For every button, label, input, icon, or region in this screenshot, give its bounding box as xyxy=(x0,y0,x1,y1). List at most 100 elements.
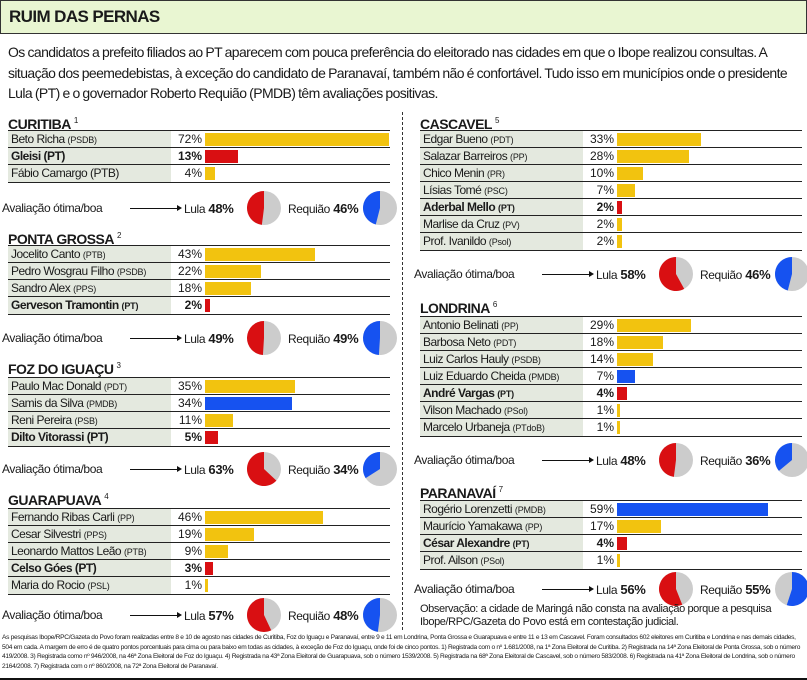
candidate-row: Beto Richa (PSDB) 72% xyxy=(8,130,390,148)
requiao-value: 49% xyxy=(329,331,359,346)
candidate-label: Fábio Camargo (PTB) xyxy=(11,166,119,180)
candidate-party: (PT) xyxy=(512,539,530,549)
candidate-bar xyxy=(205,299,211,312)
lula-pie-chart xyxy=(659,572,693,606)
candidate-party: (PP) xyxy=(510,152,528,162)
city-title: LONDRINA 6 xyxy=(420,300,497,316)
candidate-party: (PPS) xyxy=(73,284,97,294)
evaluation-label: Avaliação ótima/boa xyxy=(2,331,103,345)
candidate-label: Celso Góes (PT) xyxy=(11,561,97,575)
candidate-bar xyxy=(617,404,620,417)
candidate-name: Prof. Ailson (PSol) xyxy=(420,552,583,569)
candidate-party: (PR) xyxy=(487,169,505,179)
candidate-bar xyxy=(617,319,692,332)
candidate-name: Luiz Eduardo Cheida (PMDB) xyxy=(420,368,583,385)
candidate-row: Celso Góes (PT) 3% xyxy=(8,559,390,577)
city-title: FOZ DO IGUAÇU 3 xyxy=(8,361,121,377)
lula-pie-chart xyxy=(247,321,281,355)
candidate-party: (PSB) xyxy=(74,416,98,426)
candidate-label: Rogério Lorenzetti xyxy=(423,502,513,516)
pie-slice xyxy=(362,598,380,632)
candidate-row: Gerveson Tramontin (PT) 2% xyxy=(8,296,390,315)
candidate-percent: 2% xyxy=(596,217,614,231)
arrow-icon xyxy=(542,586,594,592)
candidate-percent: 72% xyxy=(177,132,202,146)
candidate-party: (PT) xyxy=(497,389,514,399)
requiao-label: Requião xyxy=(288,609,330,623)
candidate-party: (PSDB) xyxy=(67,135,98,145)
requiao-pie-chart xyxy=(775,443,807,477)
requiao-rating: Requião 46% xyxy=(700,267,771,282)
lula-value: 63% xyxy=(205,462,234,477)
pie-slice xyxy=(246,191,264,225)
candidate-row: Samis da Silva (PMDB) 34% xyxy=(8,394,390,412)
candidate-bar xyxy=(205,248,316,261)
evaluation-label: Avaliação ótima/boa xyxy=(2,201,103,215)
requiao-label: Requião xyxy=(288,463,330,477)
candidate-party: (PTB) xyxy=(123,547,147,557)
candidate-bar xyxy=(617,520,661,533)
candidate-percent: 18% xyxy=(589,335,614,349)
header-bar: RUIM DAS PERNAS xyxy=(0,0,807,34)
candidate-name: Gerveson Tramontin (PT) xyxy=(8,297,171,314)
candidate-name: André Vargas (PT) xyxy=(420,385,583,402)
candidate-bar xyxy=(617,201,623,214)
lula-pie-chart xyxy=(659,443,693,477)
candidate-name: Jocelito Canto (PTB) xyxy=(8,246,171,263)
candidate-percent: 28% xyxy=(589,149,614,163)
candidate-row: Lísias Tomé (PSC) 7% xyxy=(420,181,802,199)
candidate-row: Fábio Camargo (PTB) 4% xyxy=(8,164,390,183)
pie-slice xyxy=(247,452,277,486)
evaluation-label: Avaliação ótima/boa xyxy=(414,453,515,467)
candidate-row: Luiz Carlos Hauly (PSDB) 14% xyxy=(420,350,802,368)
lula-value: 48% xyxy=(617,453,646,468)
candidate-party: (PSC) xyxy=(484,186,508,196)
candidate-row: Reni Pereira (PSB) 11% xyxy=(8,411,390,429)
pie-slice xyxy=(363,452,380,479)
lula-rating: Lula 63% xyxy=(184,462,234,477)
candidate-percent: 1% xyxy=(596,553,614,567)
lula-label: Lula xyxy=(184,609,206,623)
candidate-row: Cesar Silvestri (PPS) 19% xyxy=(8,525,390,543)
candidate-row: Aderbal Mello (PT) 2% xyxy=(420,198,802,216)
candidate-name: Reni Pereira (PSB) xyxy=(8,412,171,429)
candidate-bar xyxy=(617,133,702,146)
candidate-party: (PV) xyxy=(502,220,520,230)
candidate-percent: 13% xyxy=(177,149,202,163)
candidate-label: Jocelito Canto xyxy=(11,247,81,261)
intro-text: Os candidatos a prefeito filiados ao PT … xyxy=(8,44,788,101)
candidate-label: Dilto Vitorassi (PT) xyxy=(11,430,109,444)
candidate-row: Leonardo Mattos Leão (PTB) 9% xyxy=(8,542,390,560)
candidate-name: Fábio Camargo (PTB) xyxy=(8,165,171,182)
candidate-label: Prof. Ailson xyxy=(423,553,478,567)
candidate-bar xyxy=(617,370,635,383)
candidate-party: (PP) xyxy=(524,522,543,532)
footnote-ref: 5 xyxy=(494,116,499,125)
candidate-row: Paulo Mac Donald (PDT) 35% xyxy=(8,377,390,395)
candidate-bar xyxy=(617,353,653,366)
requiao-pie-chart xyxy=(775,257,807,291)
candidate-row: Pedro Wosgrau Filho (PSDB) 22% xyxy=(8,262,390,280)
city-name: CASCAVEL xyxy=(420,116,492,132)
candidate-name: Fernando Ribas Carli (PP) xyxy=(8,509,171,526)
candidate-percent: 35% xyxy=(177,379,202,393)
candidate-percent: 1% xyxy=(184,578,202,592)
city-name: LONDRINA xyxy=(420,300,490,316)
candidate-label: Antonio Belinati xyxy=(423,318,499,332)
city-name: CURITIBA xyxy=(8,116,71,132)
requiao-rating: Requião 49% xyxy=(288,331,359,346)
lula-value: 48% xyxy=(205,201,234,216)
evaluation-row: Avaliação ótima/boa Lula 49% Requião 49% xyxy=(2,320,397,356)
candidate-label: Barbosa Neto xyxy=(423,335,491,349)
candidate-label: Luiz Carlos Hauly xyxy=(423,352,509,366)
pie-slice xyxy=(775,257,792,291)
requiao-label: Requião xyxy=(288,202,330,216)
candidate-name: Antonio Belinati (PP) xyxy=(420,317,583,334)
candidate-row: Rogério Lorenzetti (PMDB) 59% xyxy=(420,500,802,518)
candidate-bar xyxy=(617,336,664,349)
pie-slice xyxy=(363,191,380,225)
candidate-label: César Alexandre xyxy=(423,536,510,550)
lula-rating: Lula 56% xyxy=(596,582,646,597)
candidate-label: Maurício Yamakawa xyxy=(423,519,523,533)
candidate-bar xyxy=(205,562,213,575)
